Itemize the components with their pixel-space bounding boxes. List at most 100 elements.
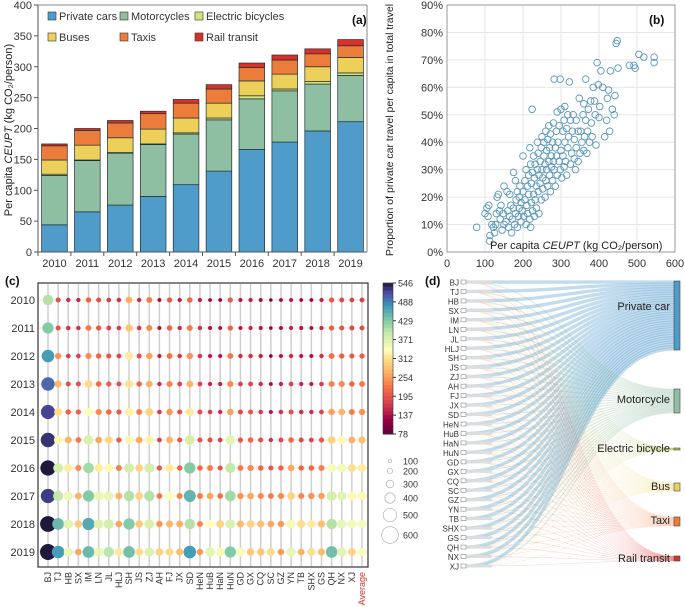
scatter-point [526, 143, 534, 152]
bubble [136, 353, 142, 359]
scatter-point [581, 75, 590, 83]
scatter-point [613, 36, 621, 45]
bubble [359, 353, 365, 359]
colorbar-segment [383, 343, 393, 348]
bar-buses [304, 66, 331, 82]
bubble [83, 462, 94, 474]
scatter-point [568, 127, 577, 135]
bubble [247, 464, 254, 472]
d-link [465, 385, 675, 487]
bubble [165, 548, 174, 556]
b-y-tick-label: 0% [427, 247, 443, 259]
d-link [465, 525, 675, 548]
colorbar-segment [383, 301, 393, 307]
d-link [465, 499, 675, 525]
d-source-label: GD [447, 458, 459, 467]
d-link [465, 300, 675, 557]
bubble [94, 491, 104, 501]
d-source-node [460, 279, 467, 285]
bubble [268, 354, 273, 358]
bubble [145, 380, 153, 388]
b-x-tick-label: 600 [666, 258, 684, 270]
bubble [40, 432, 56, 448]
bar-motorcycles [337, 75, 364, 123]
bubble [166, 297, 173, 303]
bubble [183, 545, 197, 559]
d-source-node [460, 440, 467, 446]
bar-taxis [238, 67, 266, 82]
d-link [465, 411, 675, 558]
bubble [135, 548, 144, 556]
d-link [465, 405, 675, 482]
c-x-tick-label: NX [337, 572, 347, 585]
d-target-label: Taxi [650, 515, 670, 527]
bubble [103, 519, 114, 529]
colorbar-segment [383, 286, 393, 292]
bar-motorcycles [74, 160, 101, 213]
d-source-node [460, 554, 467, 559]
c-x-tick-label: GD [235, 571, 245, 585]
scatter-point [557, 146, 565, 155]
d-link [465, 395, 675, 450]
colorbar-tick-label: 488 [398, 297, 413, 307]
c-x-tick-label: BJ [43, 572, 53, 583]
bubble [287, 464, 295, 472]
scatter-point [560, 163, 568, 171]
d-link [465, 329, 675, 449]
colorbar-segment [383, 400, 393, 405]
d-target-node [673, 516, 681, 527]
d-source-label: SC [448, 487, 459, 496]
bar-private-cars [271, 141, 298, 253]
d-link [465, 449, 675, 500]
colorbar-segment [383, 415, 393, 420]
a-x-tick-label: 2019 [338, 258, 362, 270]
a-x-tick-label: 2016 [240, 258, 264, 270]
d-source-label: HuB [443, 430, 459, 439]
bubble [85, 325, 92, 331]
d-link [465, 367, 675, 449]
colorbar-segment [383, 328, 393, 333]
b-x-tick-label: 200 [514, 258, 532, 270]
bubble [144, 490, 155, 502]
d-link [465, 423, 675, 450]
bubble [218, 381, 223, 387]
d-source-label: GS [447, 534, 459, 543]
scatter-point [541, 160, 549, 168]
bubble [177, 325, 182, 331]
b-axes: 0 100 200 300 400 500 600 0% 10% 20% 30% 40% 50% 60% 7… [421, 0, 684, 270]
bubble [144, 547, 155, 557]
bubble [177, 297, 182, 303]
d-link [465, 395, 675, 521]
scatter-point [571, 165, 580, 174]
d-link [465, 461, 675, 560]
d-source-node [460, 383, 467, 389]
bubble [357, 519, 367, 529]
size-legend-circle [382, 507, 398, 523]
d-target-node [673, 388, 681, 414]
d-link [465, 489, 675, 529]
scatter-point [574, 127, 582, 135]
legend-swatch [119, 32, 129, 42]
d-link [465, 329, 675, 519]
bubble [248, 381, 253, 387]
scatter-point [521, 196, 529, 204]
bar-private-cars [337, 121, 364, 253]
d-source-node [460, 327, 467, 332]
d-link [465, 340, 675, 540]
bar-taxis [271, 59, 298, 75]
bubble [54, 352, 62, 360]
panel-d-sankey-diagram: (d) BJTJHBSXIMLNJLHLJSHJSZJAHFJJXSDHeNHu… [425, 274, 681, 572]
bubble [358, 436, 366, 444]
bubble [227, 297, 233, 303]
colorbar-segment [383, 418, 393, 424]
b-x-tick-label: 0 [444, 258, 450, 270]
bubble [64, 436, 72, 444]
d-target-label: Motorcycle [617, 394, 670, 406]
bubble [146, 324, 153, 332]
bubble [55, 297, 61, 303]
d-link [465, 489, 675, 510]
d-link [465, 329, 675, 558]
scatter-point [537, 196, 545, 204]
bar-private-cars [107, 204, 134, 253]
